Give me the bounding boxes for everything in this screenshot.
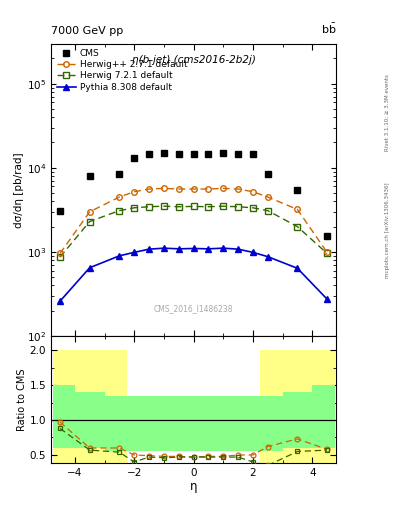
X-axis label: η: η — [190, 480, 197, 493]
CMS — [132, 155, 136, 161]
Herwig 7.2.1 default — [162, 203, 166, 209]
Herwig 7.2.1 default — [295, 224, 300, 230]
Text: CMS_2016_I1486238: CMS_2016_I1486238 — [154, 304, 233, 313]
Text: mcplots.cern.ch [arXiv:1306.3436]: mcplots.cern.ch [arXiv:1306.3436] — [385, 183, 390, 278]
Herwig++ 2.7.1 default — [325, 249, 329, 255]
Line: Herwig++ 2.7.1 default: Herwig++ 2.7.1 default — [57, 185, 330, 256]
Herwig++ 2.7.1 default — [147, 186, 151, 192]
Herwig 7.2.1 default — [87, 219, 92, 225]
CMS — [236, 151, 241, 157]
Text: 7000 GeV pp: 7000 GeV pp — [51, 26, 123, 36]
Herwig 7.2.1 default — [132, 205, 136, 211]
Pythia 8.308 default — [325, 296, 329, 302]
Text: Rivet 3.1.10; ≥ 3.3M events: Rivet 3.1.10; ≥ 3.3M events — [385, 74, 390, 151]
Herwig 7.2.1 default — [221, 203, 226, 209]
Pythia 8.308 default — [87, 265, 92, 271]
Herwig++ 2.7.1 default — [191, 186, 196, 192]
Herwig++ 2.7.1 default — [236, 186, 241, 192]
Pythia 8.308 default — [132, 249, 136, 255]
Herwig 7.2.1 default — [191, 203, 196, 209]
CMS — [87, 173, 92, 179]
Herwig++ 2.7.1 default — [221, 185, 226, 191]
Y-axis label: dσ/dη [pb/rad]: dσ/dη [pb/rad] — [14, 152, 24, 228]
Pythia 8.308 default — [117, 253, 122, 259]
CMS — [176, 151, 181, 157]
CMS — [251, 151, 255, 157]
CMS — [58, 207, 62, 214]
Herwig 7.2.1 default — [58, 254, 62, 260]
Herwig 7.2.1 default — [206, 204, 211, 210]
Herwig++ 2.7.1 default — [176, 186, 181, 192]
Herwig++ 2.7.1 default — [162, 185, 166, 191]
Pythia 8.308 default — [236, 246, 241, 252]
Pythia 8.308 default — [221, 245, 226, 251]
Herwig 7.2.1 default — [251, 205, 255, 211]
Pythia 8.308 default — [295, 265, 300, 271]
Herwig++ 2.7.1 default — [132, 188, 136, 195]
CMS — [206, 151, 211, 157]
CMS — [221, 150, 226, 156]
Herwig++ 2.7.1 default — [265, 194, 270, 200]
CMS — [117, 170, 122, 177]
Herwig++ 2.7.1 default — [206, 186, 211, 192]
CMS — [265, 170, 270, 177]
Line: Pythia 8.308 default: Pythia 8.308 default — [57, 245, 330, 304]
Pythia 8.308 default — [191, 245, 196, 251]
Herwig++ 2.7.1 default — [295, 206, 300, 212]
Herwig 7.2.1 default — [176, 204, 181, 210]
Herwig++ 2.7.1 default — [117, 194, 122, 200]
Line: Herwig 7.2.1 default: Herwig 7.2.1 default — [57, 203, 330, 260]
Text: b$\mathregular{\bar{b}}$: b$\mathregular{\bar{b}}$ — [321, 22, 336, 36]
Pythia 8.308 default — [176, 246, 181, 252]
CMS — [147, 151, 151, 157]
CMS — [191, 151, 196, 157]
Herwig 7.2.1 default — [325, 250, 329, 257]
Pythia 8.308 default — [206, 246, 211, 252]
CMS — [295, 186, 300, 193]
Herwig 7.2.1 default — [236, 204, 241, 210]
Herwig++ 2.7.1 default — [87, 209, 92, 215]
Pythia 8.308 default — [147, 246, 151, 252]
Pythia 8.308 default — [162, 245, 166, 251]
CMS — [162, 150, 166, 156]
Legend: CMS, Herwig++ 2.7.1 default, Herwig 7.2.1 default, Pythia 8.308 default: CMS, Herwig++ 2.7.1 default, Herwig 7.2.… — [55, 47, 189, 94]
Text: η(b-jet) (cms2016-2b2j): η(b-jet) (cms2016-2b2j) — [132, 55, 255, 65]
Pythia 8.308 default — [265, 253, 270, 260]
Pythia 8.308 default — [58, 298, 62, 304]
Herwig 7.2.1 default — [265, 207, 270, 214]
Herwig++ 2.7.1 default — [58, 250, 62, 257]
Herwig 7.2.1 default — [117, 207, 122, 214]
CMS — [325, 233, 329, 239]
Y-axis label: Ratio to CMS: Ratio to CMS — [17, 369, 27, 431]
Pythia 8.308 default — [251, 249, 255, 255]
Line: CMS: CMS — [57, 150, 330, 239]
Herwig 7.2.1 default — [147, 204, 151, 210]
Herwig++ 2.7.1 default — [251, 188, 255, 195]
